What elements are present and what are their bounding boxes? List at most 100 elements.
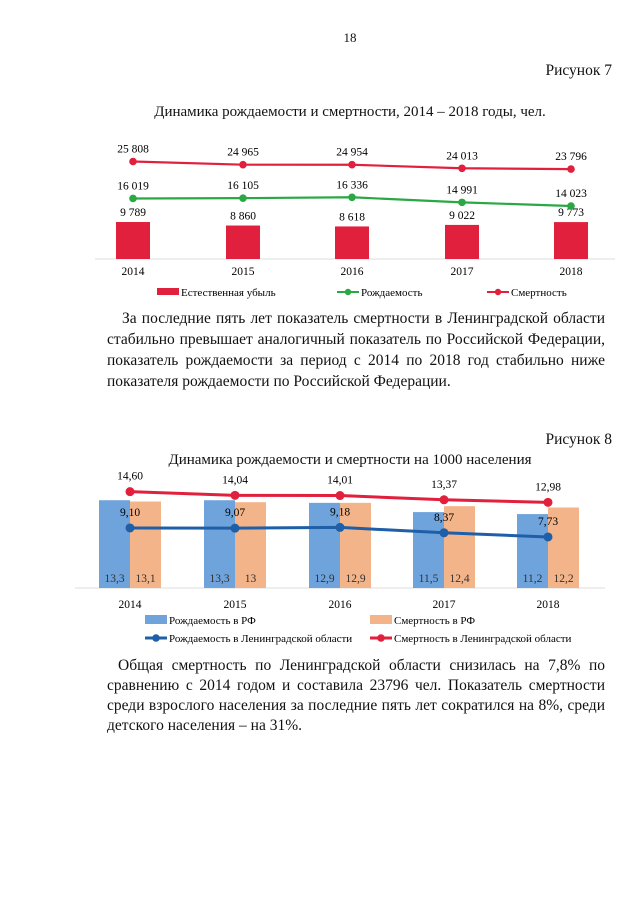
- point-value-label: 16 019: [117, 180, 149, 192]
- point-value-label: 16 336: [336, 179, 368, 191]
- point-births: [348, 193, 356, 202]
- point-births: [458, 198, 466, 207]
- bar-value-label: 9 773: [558, 207, 584, 219]
- legend-label: Смертность в Ленинградской области: [394, 633, 572, 645]
- bar-deaths-rf: [444, 506, 475, 588]
- point-value-label: 9,10: [120, 507, 140, 519]
- point-deaths: [239, 160, 247, 169]
- point-value-label: 14,01: [327, 475, 353, 487]
- figure-7-label: Рисунок 7: [545, 62, 612, 79]
- legend-marker: [344, 288, 352, 296]
- bar-value-label: 8 860: [230, 211, 256, 223]
- chart-births-deaths-absolute: 9 789 8 860 8 618 9 022 9 773 16 019 16 105 16 …: [95, 144, 615, 299]
- point-value-label: 9,07: [225, 507, 245, 519]
- legend-label: Рождаемость в Ленинградской области: [169, 633, 352, 645]
- point-value-label: 24 954: [336, 147, 368, 159]
- point-births-lo: [335, 522, 345, 532]
- page-number: 18: [343, 30, 357, 45]
- paragraph-2: Общая смертность по Ленинградской област…: [107, 657, 605, 734]
- point-value-label: 9,18: [330, 506, 350, 518]
- point-value-label: 14,60: [117, 471, 143, 483]
- point-value-label: 14 023: [555, 188, 587, 200]
- point-deaths: [129, 157, 137, 166]
- bar-value-label: 13,3: [104, 573, 124, 585]
- bar-value-label: 13: [245, 573, 257, 585]
- x-tick-label: 2017: [433, 599, 456, 611]
- bar-births-rf: [413, 512, 444, 588]
- point-value-label: 7,73: [538, 516, 558, 528]
- point-value-label: 12,98: [535, 481, 561, 493]
- x-tick-label: 2015: [232, 266, 255, 278]
- point-value-label: 13,37: [431, 479, 457, 491]
- legend-marker: [377, 634, 385, 642]
- point-value-label: 14 991: [446, 184, 478, 196]
- bar-deaths-rf: [235, 502, 266, 588]
- legend-label: Естественная убыль: [181, 287, 276, 299]
- x-tick-label: 2017: [451, 266, 474, 278]
- bar-births-rf: [204, 500, 235, 588]
- point-births: [239, 194, 247, 202]
- x-tick-label: 2018: [560, 266, 583, 278]
- paragraph-1: За последние пять лет показатель смертно…: [107, 310, 605, 390]
- figure-8-label: Рисунок 8: [545, 431, 612, 448]
- point-births-lo: [230, 523, 240, 533]
- legend-swatch: [145, 615, 167, 624]
- bar-births-rf: [517, 514, 548, 588]
- bar-value-label: 12,9: [314, 573, 334, 585]
- x-tick-label: 2018: [537, 599, 560, 611]
- point-births-lo: [125, 523, 135, 533]
- point-deaths: [458, 164, 466, 173]
- point-value-label: 24 013: [446, 150, 478, 162]
- point-births: [567, 202, 575, 210]
- legend-label: Смертность: [511, 287, 567, 299]
- legend-marker: [152, 634, 160, 642]
- x-tick-label: 2014: [119, 599, 142, 611]
- point-value-label: 24 965: [227, 147, 259, 159]
- bar-natural-decline: [226, 225, 260, 259]
- legend-marker: [494, 288, 502, 296]
- bar-value-label: 9 022: [449, 210, 475, 222]
- point-deaths-lo: [543, 497, 553, 507]
- bar-value-label: 11,5: [419, 573, 439, 585]
- legend-swatch: [370, 615, 392, 624]
- bar-natural-decline: [116, 222, 150, 259]
- legend-swatch-natural-decline: [157, 288, 179, 295]
- bar-value-label: 11,2: [523, 573, 543, 585]
- x-tick-label: 2014: [122, 266, 145, 278]
- point-value-label: 14,04: [222, 474, 248, 486]
- bar-value-label: 12,9: [345, 573, 365, 585]
- point-deaths-lo: [125, 487, 135, 497]
- bar-value-label: 12,4: [449, 573, 469, 585]
- bar-value-label: 13,1: [135, 573, 155, 585]
- bar-value-label: 8 618: [339, 211, 365, 223]
- figure-7-title: Динамика рождаемости и смертности, 2014 …: [154, 104, 546, 120]
- bar-natural-decline: [554, 222, 588, 259]
- bar-deaths-rf: [548, 507, 579, 588]
- bar-value-label: 9 789: [120, 207, 146, 219]
- x-tick-label: 2016: [329, 599, 352, 611]
- point-value-label: 25 808: [117, 144, 149, 156]
- point-births-lo: [439, 528, 449, 538]
- bar-deaths-rf: [340, 502, 371, 588]
- chart-births-deaths-per-1000: 13,3 13,3 12,9 11,5 11,2 13,1 13 12,9 12,4 12,2 9,…: [75, 471, 605, 645]
- point-births: [129, 194, 137, 203]
- figure-8-title: Динамика рождаемости и смертности на 100…: [168, 452, 532, 468]
- legend-label: Рождаемость: [361, 287, 422, 299]
- bar-value-label: 13,3: [209, 573, 229, 585]
- point-value-label: 8,37: [434, 512, 454, 524]
- legend-label: Рождаемость в РФ: [169, 615, 256, 627]
- point-value-label: 16 105: [227, 180, 259, 192]
- bar-births-rf: [309, 502, 340, 588]
- bar-value-label: 12,2: [553, 573, 573, 585]
- point-deaths-lo: [335, 491, 345, 501]
- point-deaths: [348, 160, 356, 169]
- point-value-label: 23 796: [555, 151, 587, 163]
- x-tick-label: 2015: [224, 599, 247, 611]
- legend-label: Смертность в РФ: [394, 615, 475, 627]
- bar-natural-decline: [335, 226, 369, 259]
- bar-births-rf: [99, 500, 130, 588]
- point-deaths-lo: [230, 490, 240, 500]
- x-tick-label: 2016: [341, 266, 364, 278]
- bar-natural-decline: [445, 224, 479, 259]
- point-deaths: [567, 165, 575, 173]
